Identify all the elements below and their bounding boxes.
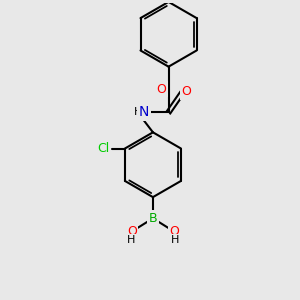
Text: Cl: Cl [98,142,110,155]
Text: N: N [139,105,149,119]
Text: O: O [156,83,166,96]
Text: B: B [148,212,157,225]
Text: H: H [170,236,179,245]
Text: O: O [127,225,137,238]
Text: H: H [127,236,135,245]
Text: O: O [169,225,179,238]
Text: H: H [134,107,142,117]
Text: O: O [181,85,191,98]
